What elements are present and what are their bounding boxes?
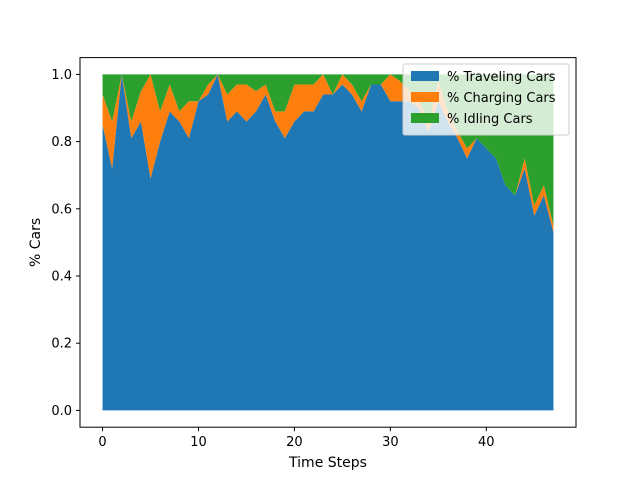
legend-swatch-charging-cars <box>411 92 439 102</box>
y-tick-label: 0.6 <box>51 202 72 217</box>
x-axis: 0 10 20 30 40 <box>98 427 495 450</box>
legend-label-charging-cars: % Charging Cars <box>447 91 556 106</box>
legend-box <box>402 63 570 136</box>
area-traveling-cars <box>102 74 554 411</box>
area-charging-cars <box>102 74 554 233</box>
legend: % Traveling Cars % Charging Cars % Idling … <box>402 63 570 136</box>
x-tick-label: 0 <box>98 435 106 450</box>
y-tick-label: 0.0 <box>51 404 72 419</box>
plot-frame <box>79 57 577 428</box>
x-tick-label: 10 <box>190 435 207 450</box>
y-axis-label: % Cars <box>28 218 44 267</box>
x-axis-label: Time Steps <box>288 455 367 471</box>
x-tick-label: 30 <box>382 435 399 450</box>
legend-swatch-traveling-cars <box>411 71 439 81</box>
y-tick-label: 0.8 <box>51 135 72 150</box>
y-tick-label: 1.0 <box>51 68 72 83</box>
y-tick-label: 0.4 <box>51 270 72 285</box>
x-tick-label: 20 <box>286 435 303 450</box>
x-tick-label: 40 <box>478 435 495 450</box>
legend-label-traveling-cars: % Traveling Cars <box>447 70 556 85</box>
y-axis: 0.0 0.2 0.4 0.6 0.8 1.0 <box>51 68 80 419</box>
legend-swatch-idling-cars <box>411 113 439 123</box>
y-tick-label: 0.2 <box>51 337 72 352</box>
legend-label-idling-cars: % Idling Cars <box>447 112 533 127</box>
